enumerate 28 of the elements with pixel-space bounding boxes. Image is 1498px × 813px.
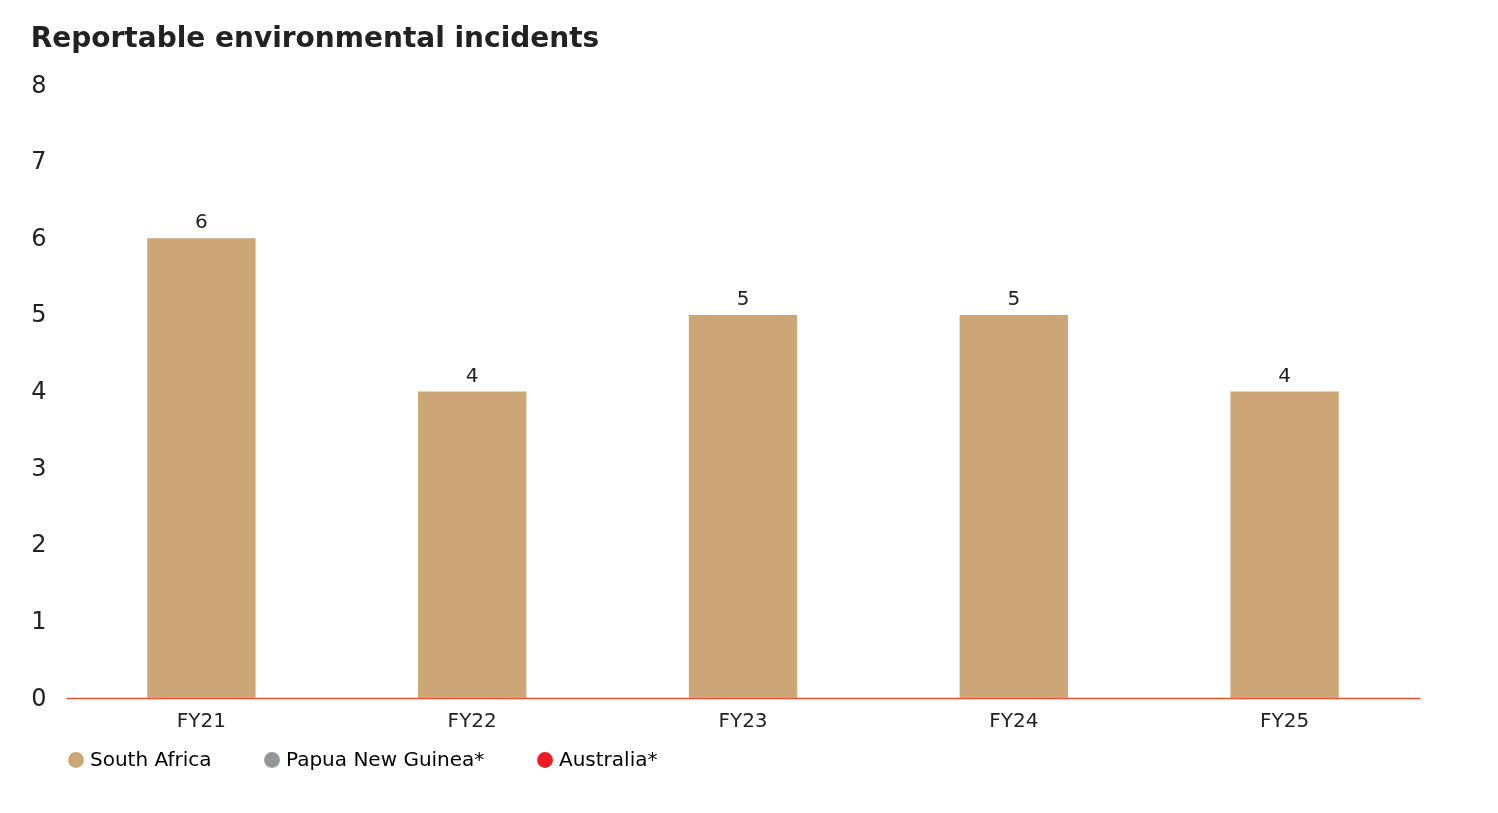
bar: [1230, 391, 1339, 698]
y-tick-label: 2: [31, 530, 47, 559]
y-tick-label: 1: [31, 606, 47, 635]
y-tick-label: 0: [31, 683, 47, 712]
bar: [959, 314, 1068, 698]
data-label: 4: [465, 362, 479, 387]
x-tick-label: FY25: [1260, 707, 1310, 732]
x-tick-label: FY23: [718, 707, 768, 732]
chart-title: Reportable environmental incidents: [30, 21, 600, 54]
data-label: 4: [1278, 362, 1291, 387]
y-tick-label: 3: [31, 453, 47, 482]
data-label: 5: [736, 285, 750, 310]
x-tick-label: FY22: [447, 707, 497, 732]
x-tick-label: FY21: [176, 707, 226, 732]
y-tick-label: 8: [31, 70, 47, 99]
y-tick-label: 5: [31, 300, 47, 329]
y-tick-label: 4: [31, 377, 47, 405]
bar: [418, 391, 527, 698]
legend-label: South Africa: [90, 747, 212, 771]
data-label: 5: [1007, 285, 1021, 310]
bar: [147, 238, 256, 698]
x-tick-label: FY24: [989, 707, 1039, 732]
legend-label: Australia*: [559, 747, 658, 771]
legend-label: Papua New Guinea*: [286, 747, 485, 771]
bar: [688, 314, 798, 698]
y-tick-label: 7: [31, 147, 47, 176]
data-label: 6: [195, 209, 208, 234]
y-tick-label: 6: [31, 223, 47, 252]
